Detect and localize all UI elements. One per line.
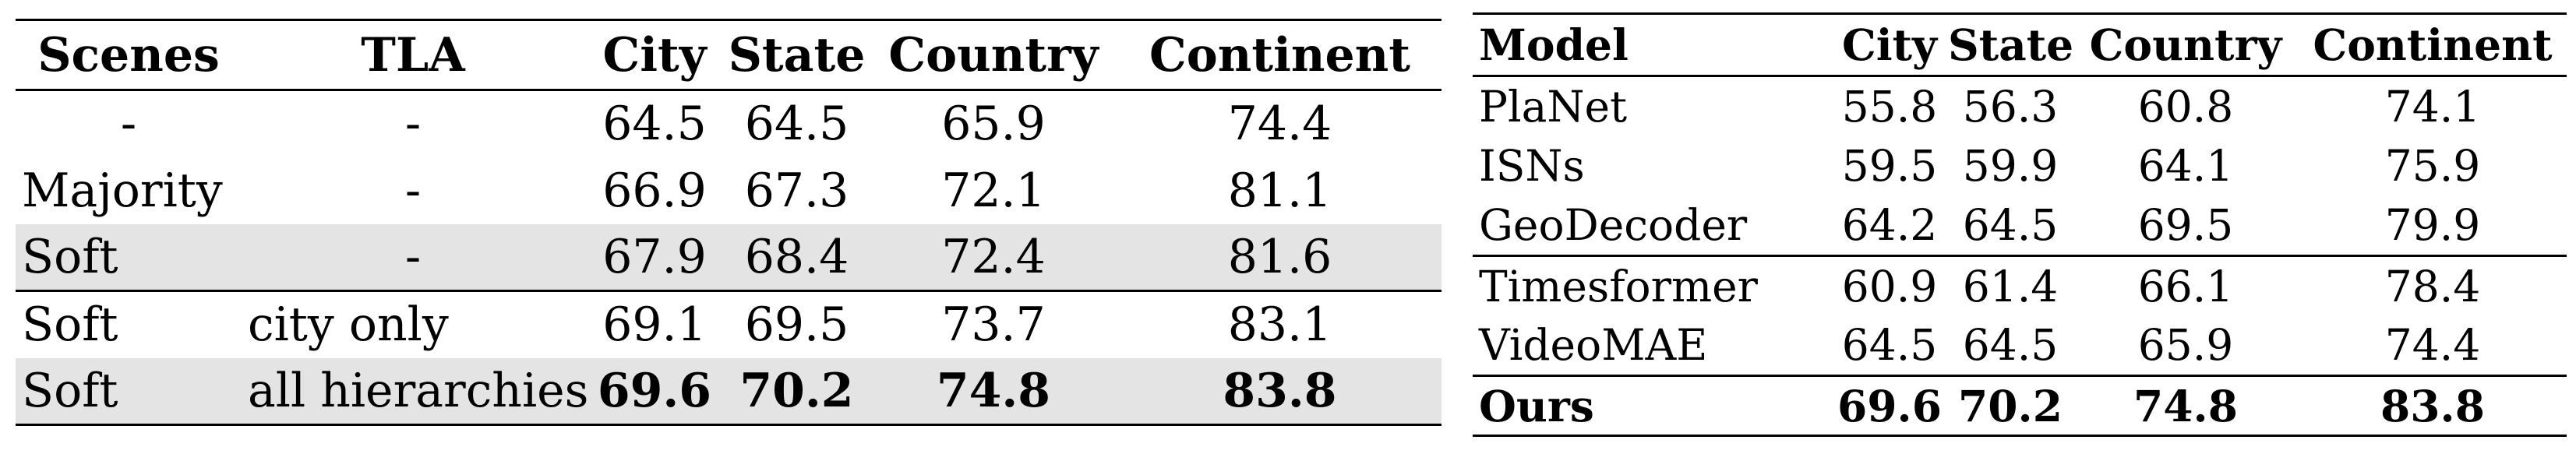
cell-continent: 83.8 bbox=[2299, 375, 2567, 436]
cell-continent: 79.9 bbox=[2384, 200, 2481, 251]
cell-state: 68.4 bbox=[725, 223, 869, 291]
cell-country: 69.5 bbox=[2137, 200, 2234, 251]
cell-tla: city only bbox=[242, 290, 584, 358]
cell-city: 69.6 bbox=[1831, 375, 1948, 436]
table-row: GeoDecoder 64.2 64.5 69.5 79.9 bbox=[1473, 196, 2567, 256]
cell-tla: all hierarchies bbox=[242, 357, 588, 425]
cell-city: 64.5 bbox=[602, 97, 707, 152]
cell-country: 72.1 bbox=[941, 163, 1046, 218]
table-row: Ours 69.6 70.2 74.8 83.8 bbox=[1473, 375, 2567, 436]
cell-city: 67.9 bbox=[584, 223, 725, 291]
header-country: Country bbox=[2073, 13, 2299, 77]
table-row: Soft all hierarchies 69.6 70.2 74.8 83.8 bbox=[16, 357, 1442, 425]
cell-model: GeoDecoder bbox=[1479, 200, 1748, 251]
cell-city: 64.5 bbox=[1841, 320, 1938, 371]
table-header-row: Model City State Country Continent bbox=[1473, 13, 2567, 77]
cell-city: 60.9 bbox=[1831, 255, 1948, 316]
cell-country: 74.8 bbox=[2073, 375, 2299, 436]
cell-model: Ours bbox=[1473, 375, 1831, 436]
header-country: Country bbox=[869, 19, 1118, 91]
cell-scenes: Majority bbox=[22, 163, 223, 218]
cell-tla: - bbox=[404, 97, 422, 152]
cell-model: ISNs bbox=[1479, 141, 1585, 191]
cell-country: 65.9 bbox=[2137, 320, 2234, 371]
cell-continent: 83.1 bbox=[1118, 290, 1442, 358]
ablation-table: Scenes TLA City State Country Continent … bbox=[16, 19, 1442, 426]
cell-tla: - bbox=[404, 163, 422, 218]
table-row: VideoMAE 64.5 64.5 65.9 74.4 bbox=[1473, 316, 2567, 376]
cell-model: VideoMAE bbox=[1479, 320, 1708, 371]
cell-state: 59.9 bbox=[1962, 141, 2059, 191]
cell-scenes: Soft bbox=[16, 357, 242, 425]
cell-state: 64.5 bbox=[1962, 320, 2059, 371]
header-state: State bbox=[1948, 13, 2073, 77]
cell-continent: 83.8 bbox=[1118, 357, 1442, 425]
header-tla: TLA bbox=[242, 19, 584, 91]
header-city: City bbox=[1831, 13, 1948, 77]
header-continent: Continent bbox=[1118, 19, 1442, 91]
cell-city: 69.1 bbox=[584, 290, 725, 358]
table-row: Timesformer 60.9 61.4 66.1 78.4 bbox=[1473, 255, 2567, 316]
table-row: Soft city only 69.1 69.5 73.7 83.1 bbox=[16, 290, 1442, 358]
table-row: Soft - 67.9 68.4 72.4 81.6 bbox=[16, 223, 1442, 291]
cell-state: 70.2 bbox=[725, 357, 869, 425]
cell-continent: 74.4 bbox=[2384, 320, 2481, 371]
cell-country: 73.7 bbox=[869, 290, 1118, 358]
cell-scenes: Soft bbox=[16, 223, 242, 291]
table-row: - - 64.5 64.5 65.9 74.4 bbox=[16, 90, 1442, 157]
header-state: State bbox=[725, 19, 869, 91]
cell-model: Timesformer bbox=[1473, 255, 1831, 316]
table-row: PlaNet 55.8 56.3 60.8 74.1 bbox=[1473, 76, 2567, 136]
table-row: ISNs 59.5 59.9 64.1 75.9 bbox=[1473, 136, 2567, 196]
cell-continent: 81.1 bbox=[1227, 163, 1332, 218]
comparison-table: Model City State Country Continent PlaNe… bbox=[1473, 12, 2567, 437]
cell-continent: 78.4 bbox=[2299, 255, 2567, 316]
cell-state: 67.3 bbox=[744, 163, 849, 218]
cell-city: 64.2 bbox=[1841, 200, 1938, 251]
cell-tla: - bbox=[242, 223, 584, 291]
cell-continent: 81.6 bbox=[1118, 223, 1442, 291]
cell-state: 70.2 bbox=[1948, 375, 2073, 436]
cell-model: PlaNet bbox=[1479, 81, 1628, 132]
cell-continent: 74.4 bbox=[1227, 97, 1332, 152]
cell-country: 64.1 bbox=[2137, 141, 2234, 191]
cell-state: 56.3 bbox=[1962, 81, 2059, 132]
header-model: Model bbox=[1473, 13, 1831, 77]
header-city: City bbox=[584, 19, 725, 91]
cell-state: 64.5 bbox=[744, 97, 849, 152]
cell-state: 64.5 bbox=[1962, 200, 2059, 251]
cell-country: 66.1 bbox=[2073, 255, 2299, 316]
cell-country: 60.8 bbox=[2137, 81, 2234, 132]
cell-country: 72.4 bbox=[869, 223, 1118, 291]
table-row: Majority - 66.9 67.3 72.1 81.1 bbox=[16, 157, 1442, 224]
cell-city: 66.9 bbox=[602, 163, 707, 218]
table-header-row: Scenes TLA City State Country Continent bbox=[16, 19, 1442, 91]
header-scenes: Scenes bbox=[16, 19, 242, 91]
cell-scenes: Soft bbox=[16, 290, 242, 358]
cell-country: 74.8 bbox=[869, 357, 1118, 425]
cell-state: 61.4 bbox=[1948, 255, 2073, 316]
cell-state: 69.5 bbox=[725, 290, 869, 358]
cell-city: 59.5 bbox=[1841, 141, 1938, 191]
cell-scenes: - bbox=[120, 97, 137, 152]
cell-city: 69.6 bbox=[584, 357, 725, 425]
cell-city: 55.8 bbox=[1841, 81, 1938, 132]
cell-continent: 74.1 bbox=[2384, 81, 2481, 132]
header-continent: Continent bbox=[2299, 13, 2567, 77]
cell-country: 65.9 bbox=[941, 97, 1046, 152]
cell-continent: 75.9 bbox=[2384, 141, 2481, 191]
